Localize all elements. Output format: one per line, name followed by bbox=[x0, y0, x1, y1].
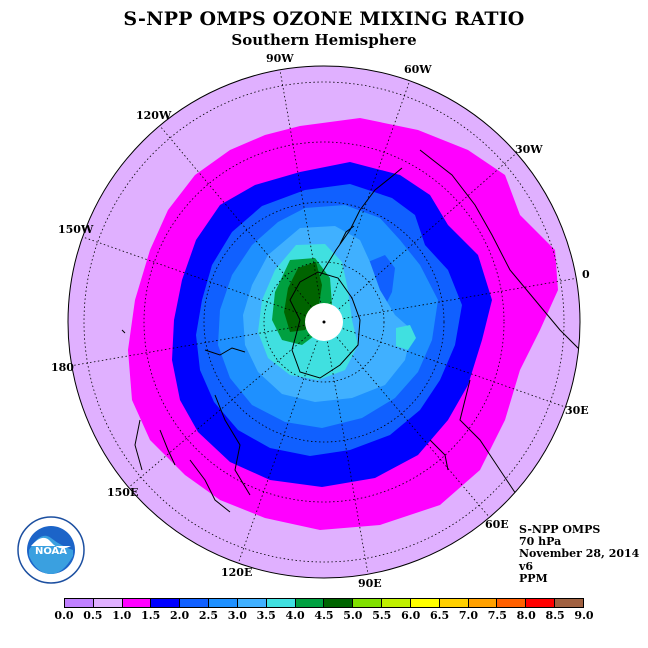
colorbar-swatch bbox=[266, 599, 296, 607]
lon-label-0: 0 bbox=[582, 268, 590, 281]
colorbar-tick-label: 9.0 bbox=[574, 609, 594, 622]
colorbar-tick-label: 5.5 bbox=[372, 609, 392, 622]
map-subtitle: Southern Hemisphere bbox=[231, 31, 417, 49]
colorbar-swatch bbox=[497, 599, 527, 607]
map-title: S-NPP OMPS OZONE MIXING RATIO bbox=[123, 8, 525, 30]
colorbar-tick-label: 3.5 bbox=[256, 609, 276, 622]
lon-label-30e: 30E bbox=[565, 404, 589, 417]
colorbar-swatch bbox=[468, 599, 498, 607]
colorbar-tick-label: 1.5 bbox=[141, 609, 161, 622]
band-patch-60e bbox=[396, 325, 416, 350]
colorbar-tick-label: 6.5 bbox=[429, 609, 450, 622]
colorbar-swatch bbox=[439, 599, 469, 607]
colorbar-tick-label: 4.0 bbox=[285, 609, 305, 622]
colorbar-swatch bbox=[526, 599, 556, 607]
info-block: S-NPP OMPS 70 hPa November 28, 2014 v6 P… bbox=[519, 523, 640, 585]
colorbar bbox=[64, 598, 584, 608]
lon-label-60e: 60E bbox=[485, 518, 509, 531]
lon-label-150w: 150W bbox=[58, 223, 94, 236]
colorbar-tick-label: 0.0 bbox=[54, 609, 74, 622]
colorbar-swatch bbox=[295, 599, 325, 607]
colorbar-swatch bbox=[122, 599, 152, 607]
colorbar-tick-label: 6.0 bbox=[401, 609, 421, 622]
colorbar-swatch bbox=[93, 599, 123, 607]
lon-label-90e: 90E bbox=[358, 577, 382, 590]
colorbar-tick-label: 0.5 bbox=[83, 609, 103, 622]
lon-label-120e: 120E bbox=[221, 566, 252, 579]
colorbar-swatch bbox=[382, 599, 411, 607]
info-date: November 28, 2014 bbox=[519, 547, 640, 561]
colorbar-swatch bbox=[353, 599, 383, 607]
colorbar-tick-label: 7.5 bbox=[487, 609, 507, 622]
colorbar-tick-label: 3.0 bbox=[227, 609, 247, 622]
colorbar-swatch bbox=[151, 599, 181, 607]
south-pole-marker bbox=[322, 320, 326, 324]
info-level: 70 hPa bbox=[519, 535, 562, 549]
colorbar-swatch bbox=[237, 599, 267, 607]
colorbar-tick-label: 8.0 bbox=[516, 609, 536, 622]
colorbar-tick-label: 4.5 bbox=[314, 609, 334, 622]
map-border bbox=[67, 65, 581, 579]
lon-label-30w: 30W bbox=[515, 143, 543, 156]
lon-label-90w: 90W bbox=[266, 52, 294, 65]
lon-label-180: 180 bbox=[51, 361, 74, 374]
colorbar-tick-label: 5.0 bbox=[343, 609, 363, 622]
colorbar-swatch bbox=[180, 599, 210, 607]
lon-label-150e: 150E bbox=[107, 486, 138, 499]
colorbar-swatch bbox=[555, 599, 583, 607]
noaa-logo: NOAA bbox=[17, 516, 85, 584]
colorbar-tick-label: 7.0 bbox=[458, 609, 479, 622]
info-units: PPM bbox=[519, 571, 548, 585]
colorbar-labels: 0.0 0.5 1.0 1.5 2.0 2.5 3.0 3.5 4.0 4.5 5.0 5.5 6.0 6… bbox=[0, 609, 648, 623]
lon-label-120w: 120W bbox=[136, 109, 172, 122]
graticule bbox=[69, 69, 579, 575]
colorbar-swatch bbox=[410, 599, 440, 607]
info-version: v6 bbox=[519, 559, 534, 573]
colorbar-swatch bbox=[209, 599, 238, 607]
coastlines bbox=[121, 149, 580, 513]
colorbar-tick-label: 1.0 bbox=[112, 609, 132, 622]
colorbar-tick-label: 2.0 bbox=[169, 609, 190, 622]
colorbar-swatch bbox=[65, 599, 94, 607]
colorbar-tick-label: 2.5 bbox=[198, 609, 219, 622]
logo-text: NOAA bbox=[35, 546, 67, 557]
info-instrument: S-NPP OMPS bbox=[519, 523, 601, 536]
colorbar-swatch bbox=[324, 599, 354, 607]
lon-label-60w: 60W bbox=[404, 63, 432, 76]
colorbar-tick-label: 8.5 bbox=[545, 609, 565, 622]
